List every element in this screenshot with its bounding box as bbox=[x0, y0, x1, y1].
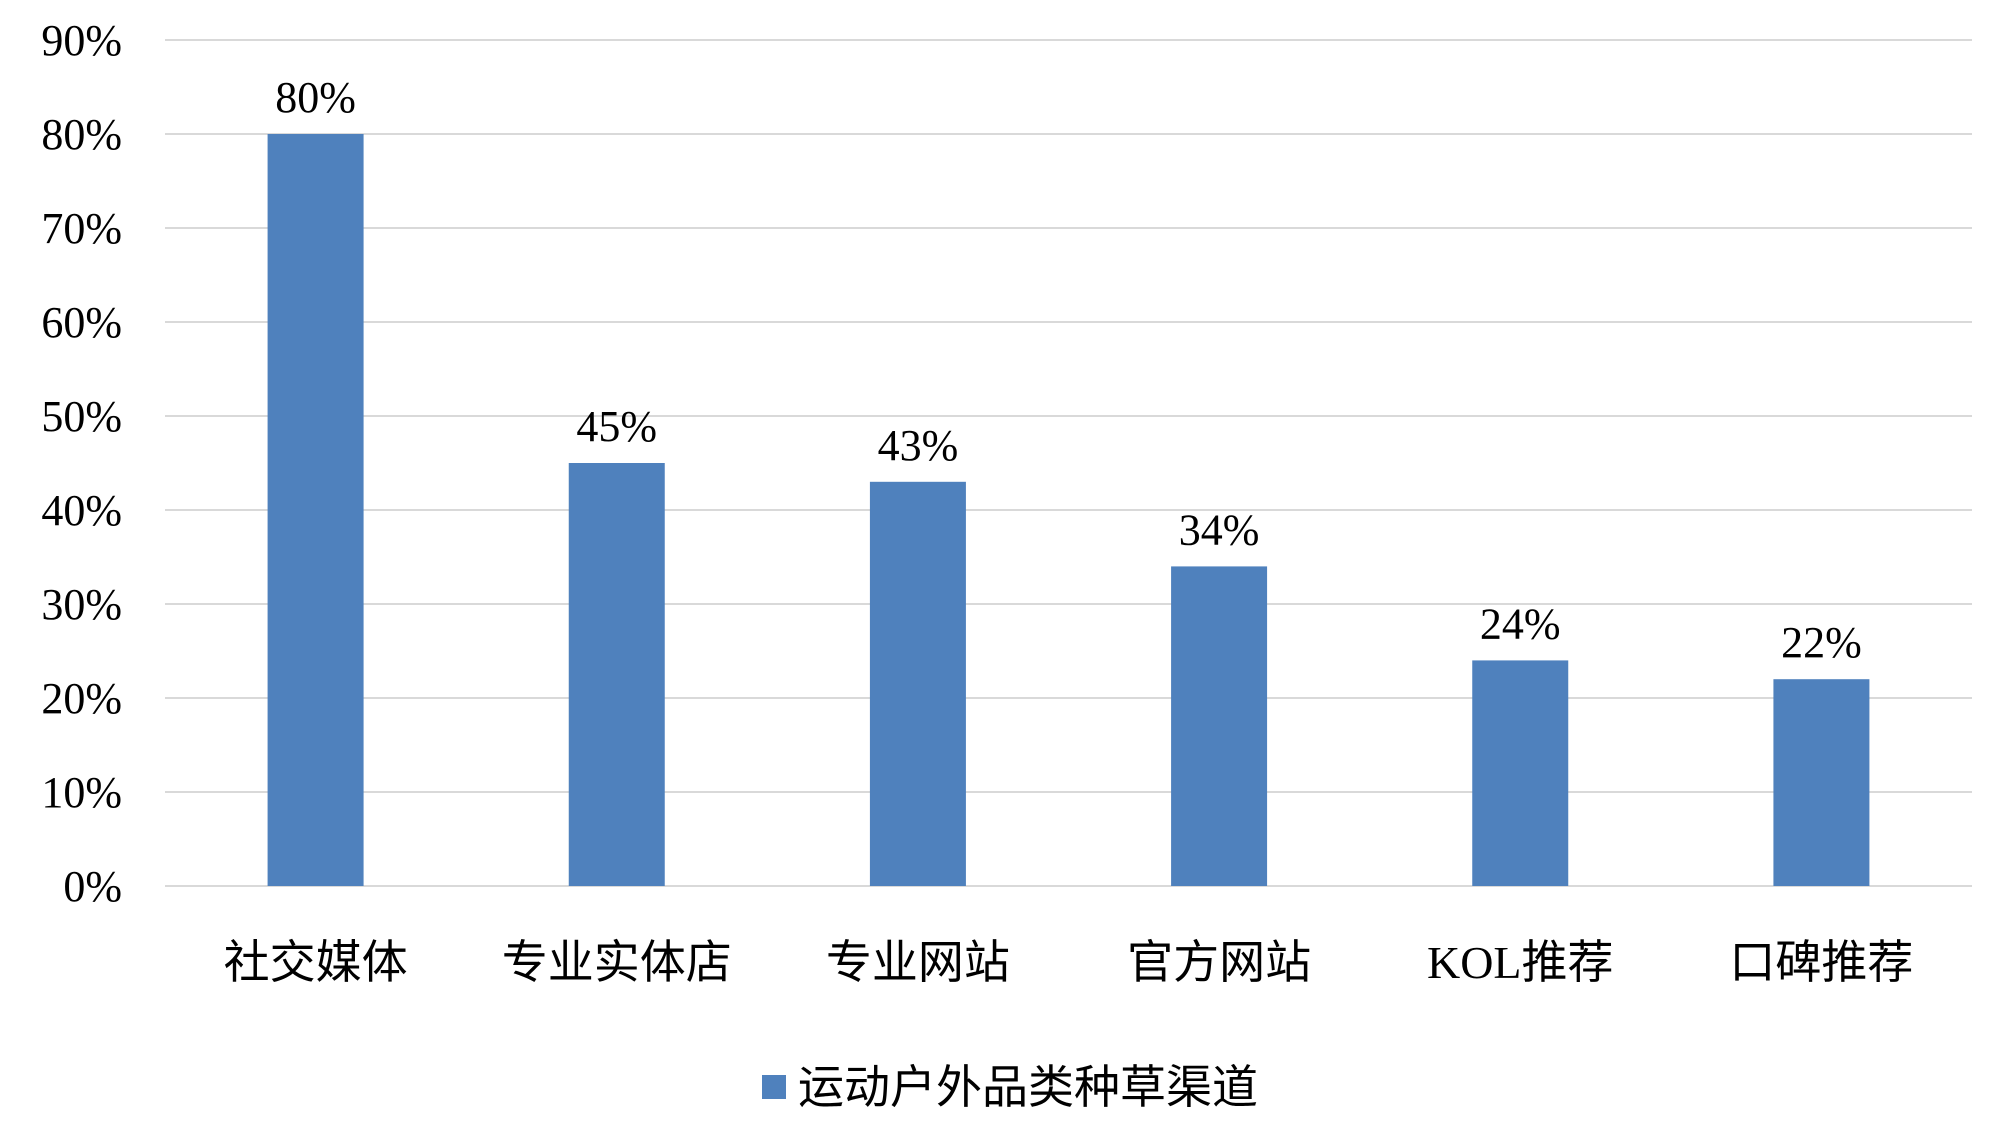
bar-value-label: 22% bbox=[1781, 618, 1862, 667]
bar bbox=[1171, 566, 1268, 886]
y-tick-label: 40% bbox=[41, 486, 122, 535]
bars bbox=[267, 134, 1870, 886]
x-category-label: 专业网站 bbox=[826, 937, 1010, 988]
x-category-label: 口碑推荐 bbox=[1729, 937, 1913, 988]
x-axis-categories: 社交媒体 专业实体店 专业网站 官方网站 KOL推荐 口碑推荐 bbox=[224, 937, 1914, 988]
bar bbox=[568, 463, 665, 886]
bar bbox=[869, 481, 966, 886]
x-category-label: 专业实体店 bbox=[502, 937, 732, 988]
legend-swatch bbox=[762, 1075, 786, 1099]
y-tick-label: 10% bbox=[41, 768, 122, 817]
y-tick-label: 30% bbox=[41, 580, 122, 629]
x-category-label: 官方网站 bbox=[1127, 937, 1311, 988]
legend-label: 运动户外品类种草渠道 bbox=[798, 1062, 1258, 1113]
y-tick-label: 60% bbox=[41, 298, 122, 347]
bar-value-label: 34% bbox=[1179, 505, 1260, 554]
bar bbox=[267, 134, 364, 886]
x-category-label: 社交媒体 bbox=[224, 937, 408, 988]
bar-value-label: 24% bbox=[1480, 599, 1561, 648]
y-tick-label: 80% bbox=[41, 110, 122, 159]
bar-value-label: 43% bbox=[878, 421, 959, 470]
bar bbox=[1773, 679, 1870, 886]
bar-value-label: 80% bbox=[275, 73, 356, 122]
x-category-label: KOL推荐 bbox=[1427, 937, 1614, 988]
bar bbox=[1472, 660, 1569, 886]
bar-value-label: 45% bbox=[576, 402, 657, 451]
y-tick-label: 20% bbox=[41, 674, 122, 723]
y-tick-label: 0% bbox=[63, 862, 122, 911]
y-tick-label: 50% bbox=[41, 392, 122, 441]
y-tick-label: 70% bbox=[41, 204, 122, 253]
legend: 运动户外品类种草渠道 bbox=[762, 1062, 1258, 1113]
y-tick-label: 90% bbox=[41, 16, 122, 65]
y-axis-ticks: 0% 10% 20% 30% 40% 50% 60% 70% 80% 90% bbox=[41, 16, 122, 911]
data-labels: 80% 45% 43% 34% 24% 22% bbox=[275, 73, 1861, 667]
grid-lines bbox=[165, 39, 1972, 887]
